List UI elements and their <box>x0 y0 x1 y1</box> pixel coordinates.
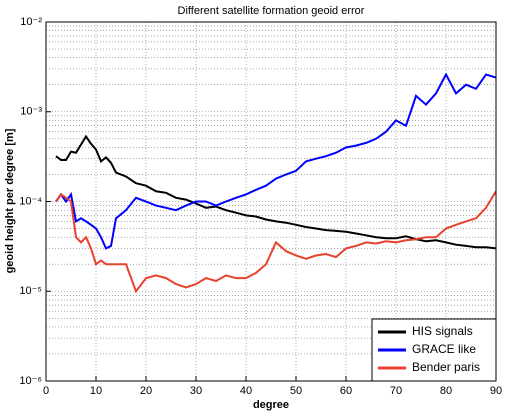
x-tick-label: 90 <box>490 385 502 397</box>
y-tick-label: 10⁻² <box>20 16 42 28</box>
legend-label: GRACE like <box>412 342 476 356</box>
legend-label: Bender paris <box>412 360 480 374</box>
x-tick-label: 40 <box>240 385 252 397</box>
y-tick-label: 10⁻⁵ <box>19 285 42 297</box>
y-tick-label: 10⁻³ <box>20 106 42 118</box>
series-line <box>55 190 497 294</box>
x-tick-label: 10 <box>90 385 102 397</box>
x-tick-label: 20 <box>140 385 152 397</box>
y-axis-label: geoid height per degree [m] <box>4 128 16 273</box>
x-axis-label: degree <box>253 399 289 411</box>
series-line <box>55 134 497 250</box>
legend-label: HIS signals <box>412 324 473 338</box>
plot-frame <box>45 21 497 382</box>
x-tick-label: 50 <box>290 385 302 397</box>
series-line <box>55 72 497 250</box>
x-tick-label: 80 <box>440 385 452 397</box>
y-tick-label: 10⁻⁶ <box>19 375 42 387</box>
x-tick-label: 60 <box>340 385 352 397</box>
x-tick-label: 30 <box>190 385 202 397</box>
x-tick-label: 0 <box>43 385 49 397</box>
x-tick-label: 70 <box>390 385 402 397</box>
chart-title: Different satellite formation geoid erro… <box>178 5 365 17</box>
y-tick-label: 10⁻⁴ <box>19 195 42 207</box>
